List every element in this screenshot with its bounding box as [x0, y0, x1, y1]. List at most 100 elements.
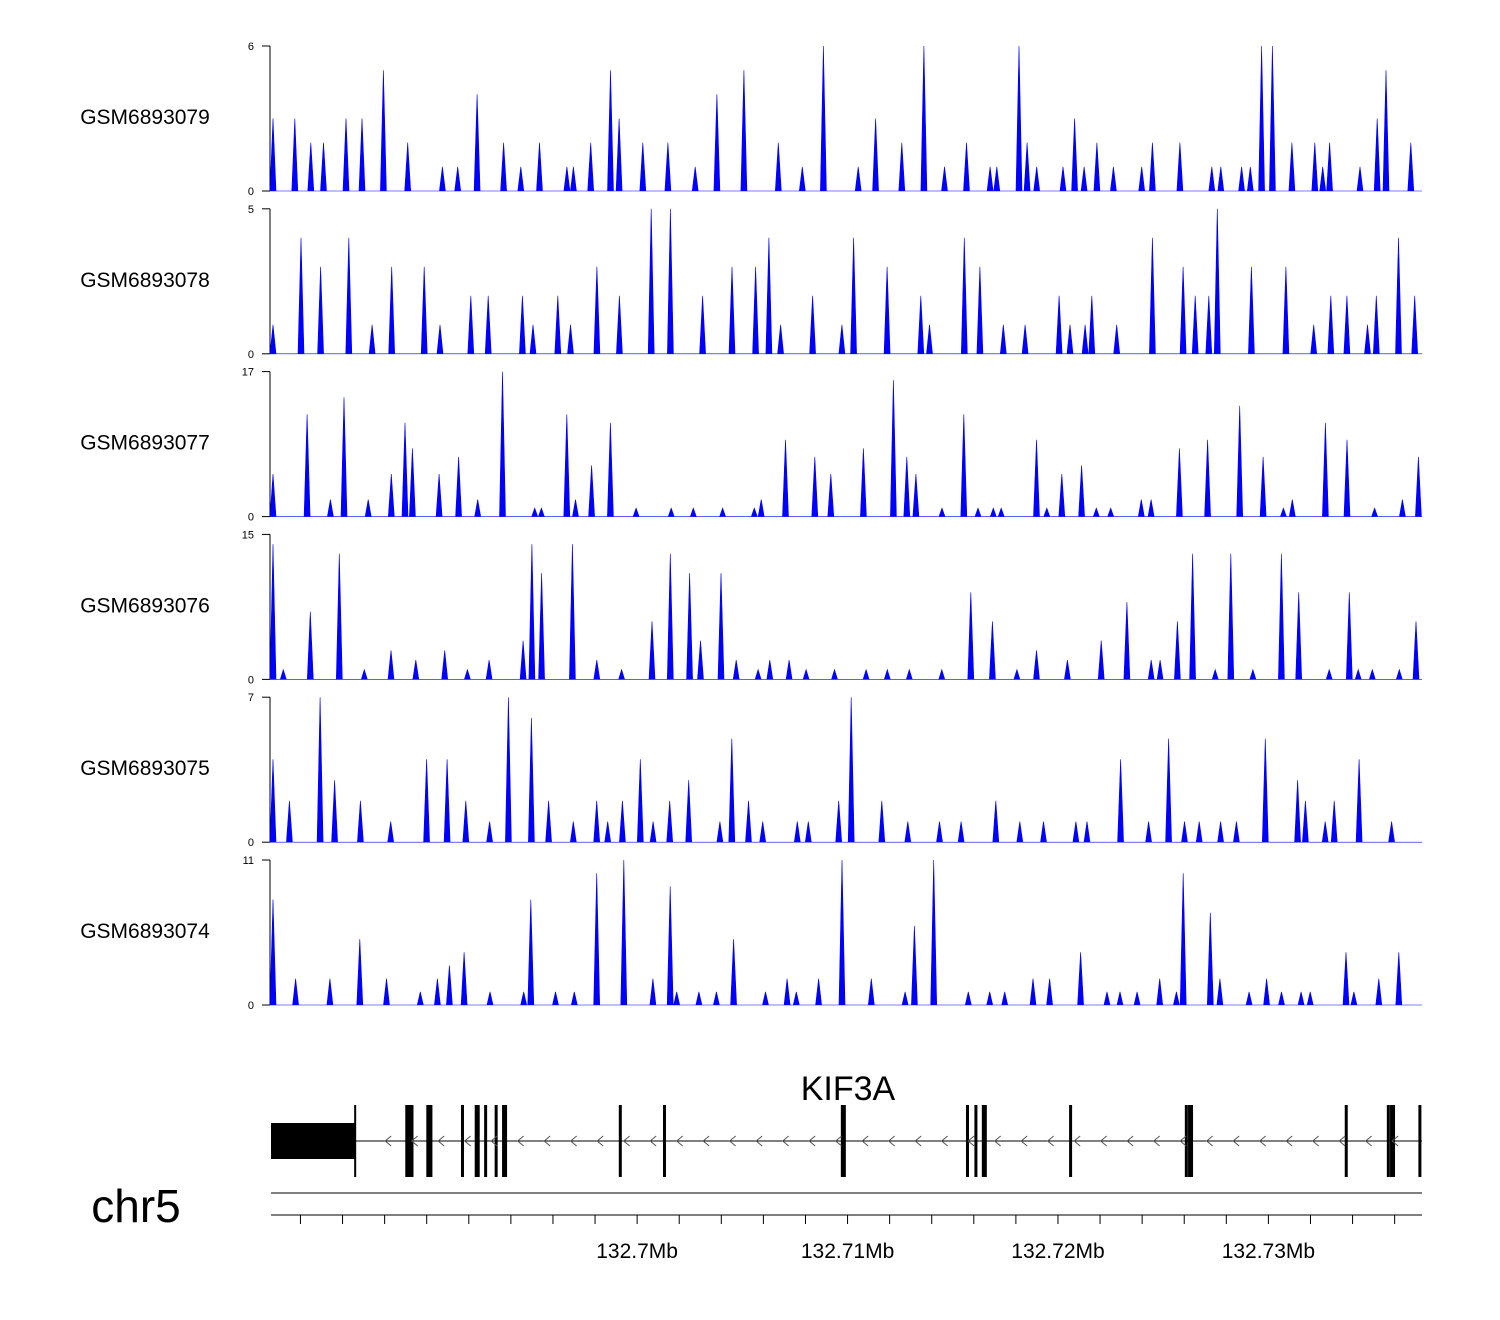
axis-tick-label: 132.73Mb: [1222, 1240, 1315, 1263]
exon: [408, 1105, 412, 1177]
exon: [494, 1105, 498, 1177]
y-min-label: 0: [248, 1000, 254, 1012]
strand-arrow: [649, 1135, 657, 1147]
exon: [1344, 1105, 1348, 1177]
gene-model: [271, 1105, 1422, 1177]
strand-arrow: [993, 1135, 1001, 1147]
exon: [405, 1105, 411, 1177]
track-GSM6893077: GSM6893077 17 0: [80, 367, 1422, 524]
exon: [484, 1105, 488, 1177]
strand-arrow: [1364, 1135, 1372, 1147]
strand-arrow: [1232, 1135, 1240, 1147]
strand-arrow: [1046, 1135, 1054, 1147]
coverage-area: [269, 208, 1422, 355]
strand-arrow: [543, 1135, 551, 1147]
strand-arrow: [940, 1135, 948, 1147]
exon: [1386, 1105, 1390, 1177]
axis-tick-label: 132.71Mb: [801, 1240, 894, 1263]
utr-block: [271, 1123, 356, 1159]
strand-arrow: [887, 1135, 895, 1147]
exon: [618, 1105, 622, 1177]
strand-arrow: [1258, 1135, 1266, 1147]
exon: [474, 1105, 480, 1177]
coverage-area: [269, 45, 1422, 192]
strand-arrow: [596, 1135, 604, 1147]
strand-arrow: [490, 1135, 498, 1147]
y-min-label: 0: [248, 512, 254, 524]
exon: [662, 1105, 666, 1177]
strand-arrow: [1285, 1135, 1293, 1147]
y-min-label: 0: [248, 186, 254, 198]
strand-arrow: [1205, 1135, 1213, 1147]
genomic-axis: 132.7Mb 132.71Mb 132.72Mb 132.73Mb: [271, 1192, 1422, 1263]
exon: [1418, 1105, 1422, 1177]
axis-tick-label: 132.7Mb: [596, 1240, 678, 1263]
track-label: GSM6893079: [80, 106, 210, 129]
strand-arrow: [1099, 1135, 1107, 1147]
strand-arrow: [569, 1135, 577, 1147]
exon: [1188, 1105, 1194, 1177]
coverage-area: [269, 859, 1422, 1006]
coverage-area: [269, 371, 1422, 517]
strand-arrow: [702, 1135, 710, 1147]
chromosome-label: chr5: [91, 1180, 180, 1232]
strand-arrow: [755, 1135, 763, 1147]
y-max-label: 11: [243, 855, 254, 867]
track-GSM6893079: GSM6893079 6 0: [80, 41, 1422, 198]
track-label: GSM6893077: [80, 432, 210, 455]
strand-arrow: [410, 1135, 418, 1147]
y-max-label: 5: [248, 204, 254, 216]
strand-arrow: [622, 1135, 630, 1147]
strand-arrow: [1152, 1135, 1160, 1147]
exon: [502, 1105, 508, 1177]
track-GSM6893076: GSM6893076 15 0: [80, 529, 1422, 686]
y-min-label: 0: [248, 349, 254, 361]
coverage-area: [269, 544, 1422, 680]
strand-arrow: [516, 1135, 524, 1147]
exon: [840, 1105, 846, 1177]
strand-arrow: [861, 1135, 869, 1147]
strand-arrow: [1338, 1135, 1346, 1147]
strand-arrow: [1391, 1135, 1399, 1147]
y-min-label: 0: [248, 837, 254, 849]
strand-arrow: [967, 1135, 975, 1147]
track-label: GSM6893078: [80, 269, 210, 292]
strand-arrow: [1179, 1135, 1187, 1147]
y-min-label: 0: [248, 674, 254, 686]
strand-arrow: [675, 1135, 683, 1147]
strand-arrow: [384, 1135, 392, 1147]
strand-arrow: [834, 1135, 842, 1147]
exon: [1069, 1105, 1073, 1177]
strand-arrow: [914, 1135, 922, 1147]
track-GSM6893075: GSM6893075 7 0: [80, 692, 1422, 849]
y-max-label: 15: [242, 529, 254, 541]
strand-arrow: [808, 1135, 816, 1147]
track-label: GSM6893076: [80, 594, 210, 617]
exon: [981, 1105, 987, 1177]
strand-arrow: [1020, 1135, 1028, 1147]
strand-arrow: [781, 1135, 789, 1147]
axis-tick-label: 132.72Mb: [1011, 1240, 1104, 1263]
exon: [1184, 1105, 1188, 1177]
track-GSM6893074: GSM6893074 11 0: [80, 855, 1422, 1012]
y-max-label: 7: [248, 692, 254, 704]
strand-arrow: [728, 1135, 736, 1147]
strand-arrow: [463, 1135, 471, 1147]
exon: [460, 1105, 464, 1177]
y-max-label: 6: [248, 41, 254, 53]
exon: [429, 1105, 433, 1177]
track-GSM6893078: GSM6893078 5 0: [80, 204, 1422, 361]
coverage-tracks: GSM689307960GSM689307850GSM6893077170GSM…: [80, 41, 1422, 1012]
strand-arrow: [1073, 1135, 1081, 1147]
exon: [974, 1105, 978, 1177]
track-label: GSM6893075: [80, 757, 210, 780]
strand-arrow: [437, 1135, 445, 1147]
y-max-label: 17: [242, 367, 254, 379]
strand-arrow: [1126, 1135, 1134, 1147]
gene-name-label: KIF3A: [801, 1070, 896, 1108]
track-label: GSM6893074: [80, 920, 210, 943]
strand-arrow: [1311, 1135, 1319, 1147]
exon: [426, 1105, 432, 1177]
coverage-area: [269, 697, 1422, 843]
